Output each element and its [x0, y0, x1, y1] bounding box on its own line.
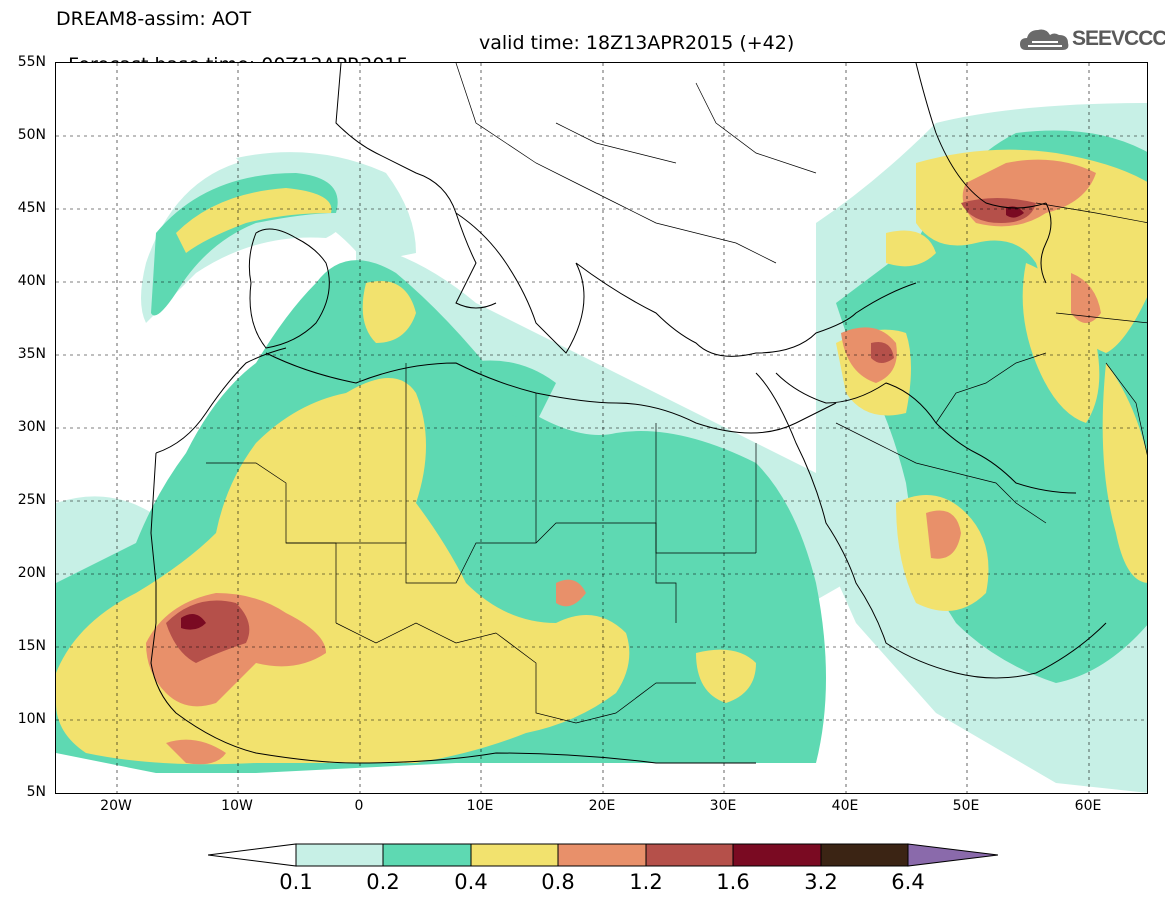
colorbar-swatch-1	[295, 843, 384, 867]
lat-label-10N: 10N	[17, 711, 46, 727]
colorbar-label-0.8: 0.8	[541, 870, 575, 894]
colorbar-label-1.6: 1.6	[716, 870, 750, 894]
lat-label-20N: 20N	[17, 565, 46, 581]
aot-map	[56, 63, 1147, 793]
lon-label-50E: 50E	[952, 798, 980, 814]
colorbar-label-3.2: 3.2	[804, 870, 838, 894]
lon-label-20E: 20E	[588, 798, 616, 814]
colorbar-under-arrow	[208, 843, 297, 867]
colorbar-label-1.2: 1.2	[629, 870, 663, 894]
colorbar-swatch-3	[470, 843, 559, 867]
lon-label-10W: 10W	[221, 798, 253, 814]
country-borders	[206, 63, 1147, 724]
colorbar-over-arrow	[907, 843, 998, 867]
colorbar-swatch-6	[732, 843, 822, 867]
colorbar-label-0.4: 0.4	[454, 870, 488, 894]
lon-label-30E: 30E	[709, 798, 737, 814]
colorbar	[208, 843, 998, 867]
colorbar-label-0.1: 0.1	[279, 870, 313, 894]
lat-label-45N: 45N	[17, 200, 46, 216]
lat-label-50N: 50N	[17, 127, 46, 143]
colorbar-label-0.2: 0.2	[366, 870, 400, 894]
lon-label-0: 0	[354, 798, 364, 814]
lon-label-60E: 60E	[1074, 798, 1102, 814]
colorbar-swatch-4	[557, 843, 647, 867]
map-title: DREAM8-assim: AOT	[56, 8, 252, 30]
lon-label-20W: 20W	[100, 798, 132, 814]
lat-label-15N: 15N	[17, 638, 46, 654]
lon-label-40E: 40E	[831, 798, 859, 814]
map-frame	[55, 62, 1148, 794]
lat-label-5N: 5N	[26, 784, 46, 800]
lat-label-25N: 25N	[17, 492, 46, 508]
lon-label-10E: 10E	[466, 798, 494, 814]
colorbar-swatch-5	[645, 843, 734, 867]
seevccc-logo: SEEVCCC	[1018, 24, 1165, 58]
colorbar-label-6.4: 6.4	[891, 870, 925, 894]
lat-label-55N: 55N	[17, 54, 46, 70]
lat-label-35N: 35N	[17, 346, 46, 362]
coastlines	[150, 63, 1107, 764]
lat-label-30N: 30N	[17, 419, 46, 435]
valid-time: valid time: 18Z13APR2015 (+42)	[479, 32, 795, 54]
colorbar-swatch-2	[382, 843, 472, 867]
logo-text: SEEVCCC	[1072, 27, 1165, 50]
cloud-logo-icon	[1020, 29, 1069, 50]
colorbar-swatch-7	[820, 843, 909, 867]
lat-label-40N: 40N	[17, 273, 46, 289]
grid-lines	[56, 63, 1147, 793]
